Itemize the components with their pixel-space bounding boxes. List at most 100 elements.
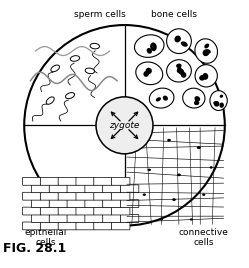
Ellipse shape [51, 65, 60, 72]
FancyBboxPatch shape [31, 215, 50, 222]
Ellipse shape [143, 193, 146, 196]
Ellipse shape [205, 49, 211, 54]
FancyBboxPatch shape [40, 192, 59, 200]
Ellipse shape [85, 68, 94, 74]
Text: FIG. 28.1: FIG. 28.1 [3, 242, 66, 255]
FancyBboxPatch shape [121, 185, 139, 193]
Ellipse shape [202, 193, 205, 196]
Ellipse shape [213, 101, 217, 105]
Ellipse shape [177, 66, 181, 73]
Ellipse shape [167, 139, 171, 142]
FancyBboxPatch shape [112, 192, 130, 200]
Ellipse shape [197, 146, 201, 149]
Ellipse shape [134, 35, 164, 57]
Text: connective
cells: connective cells [179, 228, 229, 247]
Text: zygote: zygote [109, 121, 140, 130]
FancyBboxPatch shape [67, 200, 85, 207]
FancyBboxPatch shape [76, 207, 94, 215]
Ellipse shape [195, 65, 217, 87]
Ellipse shape [136, 62, 163, 85]
FancyBboxPatch shape [58, 192, 76, 200]
Ellipse shape [183, 88, 205, 108]
FancyBboxPatch shape [76, 222, 94, 230]
Ellipse shape [178, 68, 184, 75]
FancyBboxPatch shape [103, 185, 121, 193]
FancyBboxPatch shape [67, 185, 85, 193]
Text: bone cells: bone cells [151, 10, 197, 19]
FancyBboxPatch shape [85, 215, 103, 222]
Ellipse shape [150, 42, 157, 51]
FancyBboxPatch shape [76, 177, 94, 185]
Ellipse shape [203, 49, 209, 56]
Ellipse shape [140, 144, 144, 147]
FancyBboxPatch shape [58, 222, 76, 230]
Ellipse shape [202, 73, 208, 80]
FancyBboxPatch shape [112, 177, 130, 185]
Circle shape [24, 25, 225, 226]
Ellipse shape [156, 97, 161, 102]
FancyBboxPatch shape [49, 215, 67, 222]
Ellipse shape [210, 91, 227, 110]
Ellipse shape [219, 103, 224, 108]
Ellipse shape [147, 169, 151, 171]
Ellipse shape [177, 173, 181, 176]
FancyBboxPatch shape [94, 222, 112, 230]
Ellipse shape [181, 72, 186, 78]
FancyBboxPatch shape [58, 177, 76, 185]
Ellipse shape [214, 101, 219, 107]
FancyBboxPatch shape [67, 215, 85, 222]
Ellipse shape [147, 48, 152, 54]
FancyBboxPatch shape [94, 177, 112, 185]
Ellipse shape [190, 218, 193, 221]
Ellipse shape [172, 198, 176, 201]
Ellipse shape [194, 101, 199, 105]
FancyBboxPatch shape [31, 185, 50, 193]
Ellipse shape [181, 42, 188, 47]
FancyBboxPatch shape [103, 200, 121, 207]
Text: sperm cells: sperm cells [74, 10, 125, 19]
FancyBboxPatch shape [49, 200, 67, 207]
Ellipse shape [46, 97, 54, 104]
Ellipse shape [167, 29, 191, 54]
FancyBboxPatch shape [58, 207, 76, 215]
FancyBboxPatch shape [112, 222, 130, 230]
Ellipse shape [195, 39, 218, 63]
Text: epithelial
cells: epithelial cells [24, 228, 66, 247]
FancyBboxPatch shape [94, 192, 112, 200]
FancyBboxPatch shape [40, 207, 59, 215]
Ellipse shape [143, 71, 149, 77]
Ellipse shape [167, 60, 191, 82]
Ellipse shape [145, 68, 152, 74]
FancyBboxPatch shape [94, 207, 112, 215]
FancyBboxPatch shape [40, 222, 59, 230]
Circle shape [96, 97, 153, 154]
Ellipse shape [90, 43, 100, 49]
Ellipse shape [174, 36, 181, 42]
Ellipse shape [149, 88, 174, 108]
Ellipse shape [204, 43, 209, 49]
FancyBboxPatch shape [76, 192, 94, 200]
FancyBboxPatch shape [22, 177, 41, 185]
Ellipse shape [210, 166, 213, 169]
Ellipse shape [200, 75, 204, 80]
FancyBboxPatch shape [121, 200, 139, 207]
Ellipse shape [160, 218, 163, 221]
Ellipse shape [70, 56, 80, 61]
FancyBboxPatch shape [22, 207, 41, 215]
FancyBboxPatch shape [85, 185, 103, 193]
Ellipse shape [65, 93, 74, 99]
FancyBboxPatch shape [112, 207, 130, 215]
FancyBboxPatch shape [85, 200, 103, 207]
Ellipse shape [194, 99, 198, 105]
Ellipse shape [194, 96, 200, 102]
Ellipse shape [220, 95, 223, 98]
Ellipse shape [163, 96, 168, 101]
FancyBboxPatch shape [49, 185, 67, 193]
Ellipse shape [176, 64, 182, 68]
FancyBboxPatch shape [31, 200, 50, 207]
FancyBboxPatch shape [40, 177, 59, 185]
FancyBboxPatch shape [22, 222, 41, 230]
Ellipse shape [199, 75, 205, 81]
FancyBboxPatch shape [121, 215, 139, 222]
FancyBboxPatch shape [22, 192, 41, 200]
